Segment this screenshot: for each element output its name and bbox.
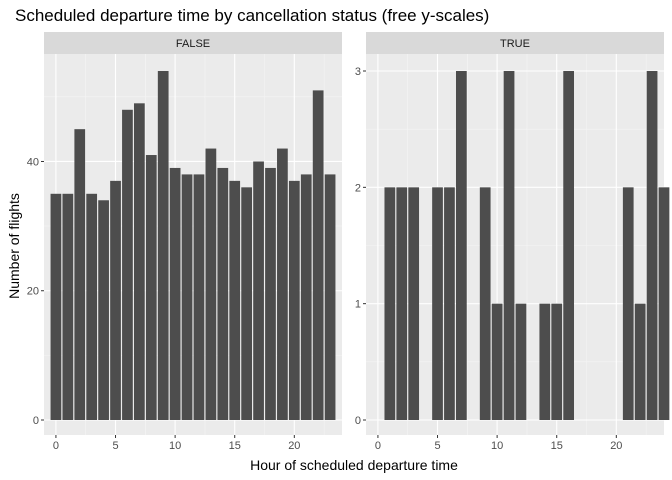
bar-hour-8 (145, 155, 157, 420)
facet-strip (366, 32, 664, 54)
bar-hour-14 (217, 167, 229, 420)
bar-hour-16 (241, 187, 253, 420)
bar-hour-13 (205, 148, 217, 421)
x-tick-label: 20 (288, 440, 300, 452)
x-tick-label: 15 (551, 440, 563, 452)
bar-hour-24 (658, 187, 670, 420)
x-tick-label: 15 (229, 440, 241, 452)
facet-strip-label: FALSE (176, 38, 210, 50)
bar-hour-7 (133, 103, 145, 420)
bar-hour-7 (455, 71, 467, 420)
bar-hour-11 (181, 174, 193, 420)
y-tick-label: 3 (355, 66, 361, 78)
y-tick-label: 20 (27, 286, 39, 298)
x-axis-title: Hour of scheduled departure time (250, 457, 458, 473)
bar-hour-14 (539, 303, 551, 420)
facet-strip (44, 32, 342, 54)
bar-hour-10 (169, 167, 181, 420)
bar-hour-6 (122, 109, 133, 421)
y-tick-label: 0 (355, 415, 361, 427)
bar-hour-17 (253, 161, 264, 420)
x-tick-label: 10 (491, 440, 503, 452)
bar-hour-21 (300, 174, 312, 420)
y-tick-label: 1 (355, 299, 361, 311)
bar-hour-12 (515, 303, 527, 420)
bar-hour-16 (563, 71, 575, 420)
bar-hour-0 (50, 193, 62, 420)
panel-true: TRUE 0 1 2 3 0 5 10 15 20 (355, 32, 670, 452)
y-axis-title: Number of flights (6, 193, 22, 299)
bar-hour-19 (277, 148, 288, 421)
x-tick-label: 5 (434, 440, 440, 452)
panel-false: FALSE 0 20 40 0 5 10 15 20 (27, 32, 342, 452)
chart-title: Scheduled departure time by cancellation… (15, 6, 489, 25)
bar-hour-2 (74, 129, 86, 420)
x-tick-label: 5 (112, 440, 118, 452)
x-tick-label: 0 (375, 440, 381, 452)
bar-hour-11 (503, 71, 515, 420)
bar-hour-23 (646, 71, 658, 420)
bar-hour-9 (157, 71, 169, 420)
bar-hour-18 (265, 167, 276, 420)
bar-hour-5 (110, 180, 121, 420)
bar-hour-4 (98, 200, 109, 420)
bar-hour-21 (622, 187, 634, 420)
bar-hour-6 (444, 187, 455, 420)
bar-hour-1 (62, 193, 74, 420)
bar-hour-3 (408, 187, 420, 420)
bar-hour-9 (479, 187, 491, 420)
y-tick-label: 40 (27, 156, 39, 168)
x-tick-label: 0 (53, 440, 59, 452)
bar-hour-15 (229, 180, 241, 420)
bar-hour-23 (324, 174, 336, 420)
bar-hour-12 (193, 174, 205, 420)
bar-hour-22 (634, 303, 646, 420)
x-tick-label: 20 (610, 440, 622, 452)
facet-strip-label: TRUE (500, 38, 530, 50)
bar-hour-5 (432, 187, 443, 420)
bar-hour-2 (396, 187, 408, 420)
y-tick-label: 0 (33, 415, 39, 427)
bar-hour-3 (86, 193, 98, 420)
y-tick-label: 2 (355, 182, 361, 194)
x-tick-label: 10 (169, 440, 181, 452)
bar-hour-15 (551, 303, 563, 420)
bar-hour-22 (312, 90, 324, 420)
bar-hour-10 (491, 303, 503, 420)
bar-hour-1 (384, 187, 396, 420)
chart-panels: FALSE 0 20 40 0 5 10 15 20 TRUE 0 1 2 3 0 5 10 15 20 (27, 32, 670, 452)
bar-hour-20 (288, 180, 300, 420)
